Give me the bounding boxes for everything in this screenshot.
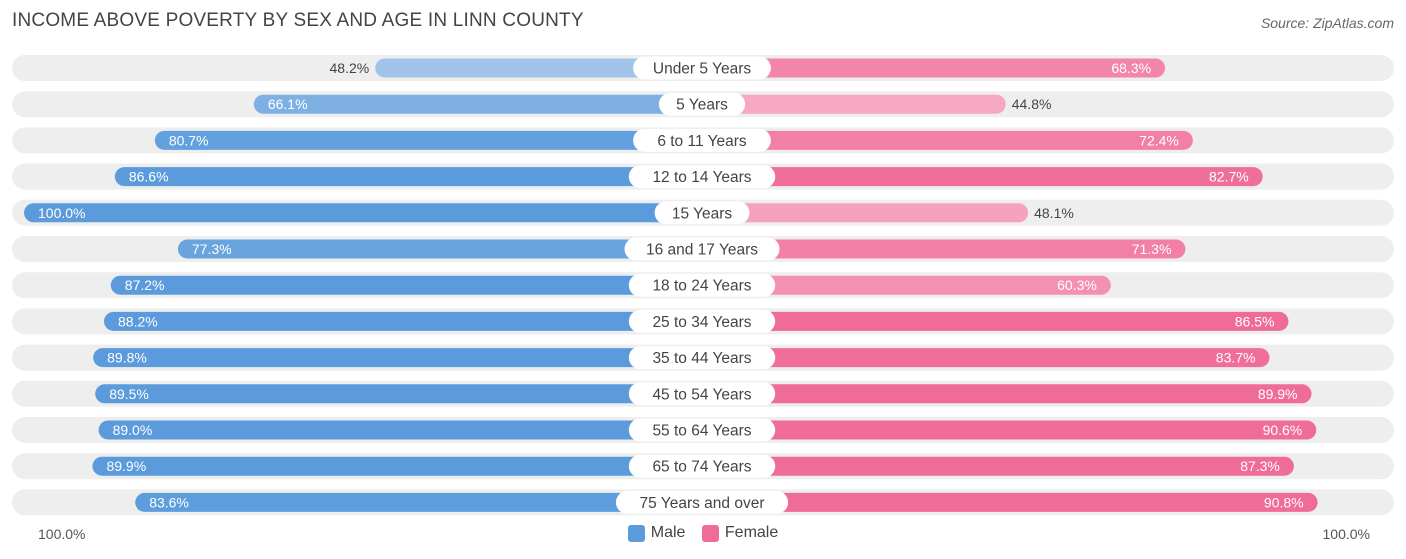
bar-female[interactable] [702, 239, 1186, 259]
value-label-female: 87.3% [1240, 458, 1280, 474]
category-label: 75 Years and over [640, 495, 765, 512]
bar-female[interactable] [702, 420, 1317, 440]
value-label-female: 90.6% [1263, 422, 1303, 438]
category-pill [624, 237, 780, 261]
bar-male[interactable] [24, 203, 702, 223]
value-label-female: 48.1% [1034, 205, 1074, 221]
category-label: 45 to 54 Years [652, 386, 751, 403]
bar-male[interactable] [92, 456, 702, 476]
axis-min-label: 100.0% [38, 526, 86, 542]
value-label-male: 66.1% [268, 96, 308, 112]
bar-female[interactable] [702, 275, 1111, 295]
value-label-male: 87.2% [125, 277, 165, 293]
bar-female[interactable] [702, 492, 1318, 512]
value-label-male: 80.7% [169, 132, 209, 148]
category-label: 16 and 17 Years [646, 242, 758, 259]
category-label: 55 to 64 Years [652, 423, 751, 440]
bar-male[interactable] [110, 275, 702, 295]
bar-male[interactable] [177, 239, 702, 259]
bar-male[interactable] [253, 94, 703, 114]
legend-item-female[interactable]: Female [701, 524, 779, 542]
bar-male[interactable] [154, 130, 702, 150]
category-pill [628, 273, 776, 297]
value-label-male: 89.8% [107, 350, 147, 366]
bar-male[interactable] [114, 167, 703, 187]
bar-female[interactable] [702, 348, 1270, 368]
category-pill [628, 418, 776, 442]
category-label: 12 to 14 Years [652, 169, 751, 186]
value-label-female: 44.8% [1012, 96, 1052, 112]
bar-male[interactable] [98, 420, 702, 440]
category-label: 5 Years [676, 97, 728, 114]
bar-female[interactable] [702, 94, 1006, 114]
bar-female[interactable] [702, 130, 1193, 150]
category-label: 18 to 24 Years [652, 278, 751, 295]
value-label-male: 88.2% [118, 313, 158, 329]
value-label-female: 60.3% [1057, 277, 1097, 293]
value-label-male: 100.0% [38, 205, 85, 221]
bar-male[interactable] [135, 492, 702, 512]
value-label-female: 82.7% [1209, 169, 1249, 185]
legend-swatch-male [627, 524, 645, 542]
category-pill [628, 454, 776, 478]
category-label: 25 to 34 Years [652, 314, 751, 331]
category-pill [628, 382, 776, 406]
value-label-male: 83.6% [149, 494, 189, 510]
category-pill [628, 309, 776, 333]
axis-max-label: 100.0% [1322, 526, 1370, 542]
chart-title: INCOME ABOVE POVERTY BY SEX AND AGE IN L… [12, 10, 584, 31]
category-label: 6 to 11 Years [657, 133, 747, 150]
bar-male[interactable] [93, 348, 702, 368]
category-label: 65 to 74 Years [652, 459, 751, 476]
category-pill [654, 201, 750, 225]
value-label-female: 71.3% [1132, 241, 1172, 257]
category-pill [633, 128, 771, 152]
bar-male[interactable] [375, 58, 702, 78]
bar-female[interactable] [702, 311, 1289, 331]
category-label: 15 Years [672, 205, 733, 222]
value-label-male: 89.9% [106, 458, 146, 474]
bar-female[interactable] [702, 58, 1166, 78]
value-label-male: 77.3% [192, 241, 232, 257]
legend-label-female: Female [724, 524, 779, 541]
category-label: 35 to 44 Years [652, 350, 751, 367]
bar-female[interactable] [702, 203, 1029, 223]
category-pill [628, 165, 776, 189]
bar-male[interactable] [104, 311, 702, 331]
chart-plot-area: 48.2% 68.3% Under 5 Years 66.1% 44.8% 5 Years… [12, 55, 1394, 516]
legend: Male Female [0, 524, 1406, 547]
value-label-female: 90.8% [1264, 494, 1304, 510]
value-label-male: 48.2% [330, 60, 370, 76]
value-label-male: 89.0% [113, 422, 153, 438]
legend-label-male: Male [650, 524, 686, 541]
category-pill [628, 346, 776, 370]
category-pill [615, 490, 789, 514]
value-label-female: 72.4% [1139, 132, 1179, 148]
category-pill [633, 56, 771, 80]
bar-female[interactable] [702, 167, 1263, 187]
bar-female[interactable] [702, 456, 1294, 476]
value-label-female: 68.3% [1111, 60, 1151, 76]
value-label-male: 89.5% [109, 386, 149, 402]
chart-source: Source: ZipAtlas.com [1260, 15, 1394, 31]
value-label-female: 83.7% [1216, 350, 1256, 366]
legend-swatch-female [701, 524, 719, 542]
value-label-female: 86.5% [1235, 313, 1275, 329]
category-pill [658, 92, 746, 116]
value-label-female: 89.9% [1258, 386, 1298, 402]
bar-male[interactable] [95, 384, 702, 404]
value-label-male: 86.6% [129, 169, 169, 185]
category-label: Under 5 Years [653, 61, 751, 78]
bar-female[interactable] [702, 384, 1312, 404]
legend-item-male[interactable]: Male [627, 524, 686, 542]
